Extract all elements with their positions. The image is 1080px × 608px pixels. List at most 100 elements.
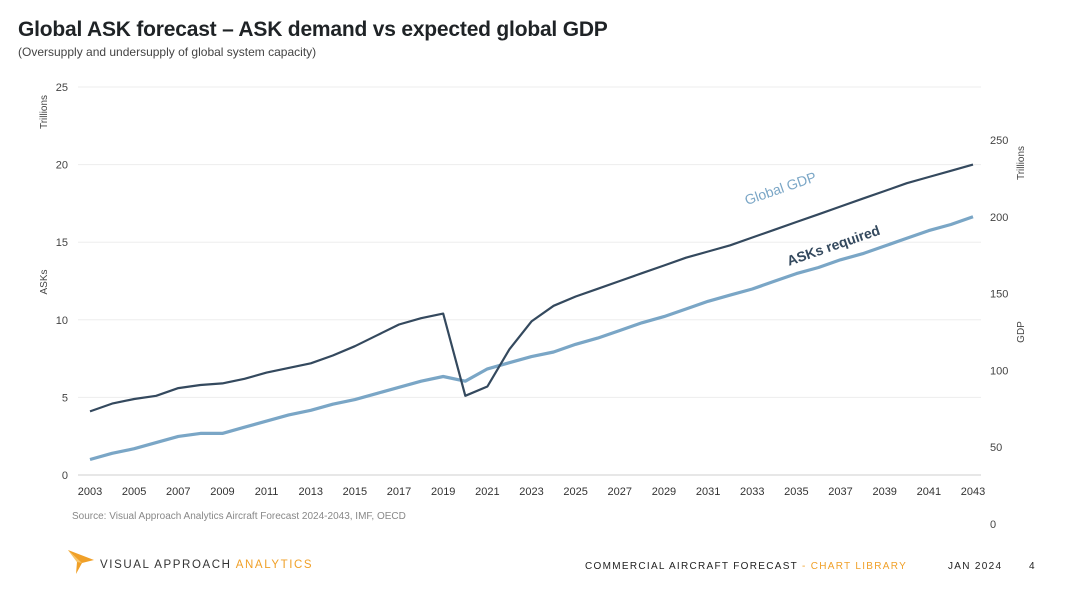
point-global-gdp: [376, 392, 378, 394]
right-axis-ticks: 0 50 100 150 200 250: [990, 135, 1008, 531]
x-tick-label: 2007: [166, 486, 190, 498]
point-global-gdp: [398, 386, 400, 388]
point-global-gdp: [221, 432, 223, 434]
left-tick-label: 20: [56, 160, 68, 172]
point-global-gdp: [729, 294, 731, 296]
brand-logo-icon: [68, 550, 94, 574]
point-asks-required: [265, 371, 267, 373]
x-axis-ticks: 2003 2005 2007 2009 2011 2013 2015 2017 2019 2021…: [78, 486, 985, 498]
left-axis-label: ASKs: [39, 269, 50, 294]
point-asks-required: [817, 213, 819, 215]
point-global-gdp: [597, 337, 599, 339]
point-asks-required: [288, 367, 290, 369]
left-tick-label: 25: [56, 82, 68, 94]
x-tick-label: 2033: [740, 486, 764, 498]
point-asks-required: [619, 280, 621, 282]
section-accent: CHART LIBRARY: [810, 561, 908, 572]
brand-name-accent: ANALYTICS: [235, 559, 314, 571]
point-global-gdp: [619, 329, 621, 331]
x-tick-label: 2015: [343, 486, 367, 498]
point-global-gdp: [839, 259, 841, 261]
point-global-gdp: [177, 435, 179, 437]
x-tick-label: 2035: [784, 486, 808, 498]
gridlines: [78, 86, 981, 476]
point-global-gdp: [751, 288, 753, 290]
point-asks-required: [376, 334, 378, 336]
point-global-gdp: [884, 245, 886, 247]
point-global-gdp: [707, 300, 709, 302]
x-tick-label: 2013: [299, 486, 323, 498]
point-global-gdp: [89, 458, 91, 460]
point-global-gdp: [950, 223, 952, 225]
page-number: 4: [1029, 561, 1035, 572]
point-asks-required: [663, 264, 665, 266]
left-tick-label: 0: [62, 470, 68, 482]
point-asks-required: [89, 410, 91, 412]
point-asks-required: [486, 385, 488, 387]
point-global-gdp: [773, 280, 775, 282]
point-asks-required: [906, 182, 908, 184]
point-asks-required: [530, 320, 532, 322]
point-global-gdp: [641, 322, 643, 324]
page-subtitle: (Oversupply and undersupply of global sy…: [18, 45, 317, 59]
point-asks-required: [972, 163, 974, 165]
point-global-gdp: [243, 426, 245, 428]
point-asks-required: [442, 312, 444, 314]
x-tick-label: 2031: [696, 486, 720, 498]
point-global-gdp: [508, 362, 510, 364]
left-axis-unit: Trillions: [39, 95, 50, 129]
point-asks-required: [177, 387, 179, 389]
point-asks-required: [884, 190, 886, 192]
annotation-global-gdp: Global GDP: [742, 169, 818, 208]
point-global-gdp: [663, 315, 665, 317]
point-global-gdp: [972, 216, 974, 218]
point-global-gdp: [795, 272, 797, 274]
point-asks-required: [508, 348, 510, 350]
point-global-gdp: [265, 420, 267, 422]
point-global-gdp: [906, 237, 908, 239]
point-asks-required: [111, 402, 113, 404]
data-points: [89, 163, 974, 460]
section-label: COMMERCIAL AIRCRAFT FORECAST - CHART LIB…: [585, 561, 907, 572]
left-tick-label: 15: [56, 237, 68, 249]
right-axis-label: GDP: [1016, 321, 1027, 343]
point-asks-required: [420, 317, 422, 319]
x-tick-label: 2017: [387, 486, 411, 498]
point-global-gdp: [288, 414, 290, 416]
right-tick-label: 0: [990, 519, 996, 531]
section-separator: -: [797, 561, 811, 572]
x-tick-label: 2043: [961, 486, 985, 498]
point-asks-required: [398, 323, 400, 325]
point-global-gdp: [199, 432, 201, 434]
point-global-gdp: [861, 253, 863, 255]
point-asks-required: [133, 398, 135, 400]
x-tick-label: 2037: [828, 486, 852, 498]
point-global-gdp: [817, 266, 819, 268]
point-asks-required: [839, 205, 841, 207]
right-tick-label: 200: [990, 212, 1008, 224]
point-asks-required: [950, 170, 952, 172]
point-asks-required: [751, 236, 753, 238]
page-title: Global ASK forecast – ASK demand vs expe…: [18, 18, 608, 41]
point-asks-required: [575, 295, 577, 297]
series-line-global-gdp: [89, 215, 974, 462]
point-global-gdp: [442, 375, 444, 377]
point-global-gdp: [530, 355, 532, 357]
x-tick-label: 2003: [78, 486, 102, 498]
point-global-gdp: [310, 409, 312, 411]
point-asks-required: [310, 362, 312, 364]
section-main: COMMERCIAL AIRCRAFT FORECAST: [585, 561, 798, 572]
point-global-gdp: [464, 380, 466, 382]
point-asks-required: [332, 354, 334, 356]
footer-date: JAN 2024: [948, 561, 1003, 572]
point-asks-required: [773, 229, 775, 231]
x-tick-label: 2029: [652, 486, 676, 498]
point-asks-required: [861, 198, 863, 200]
point-asks-required: [354, 345, 356, 347]
point-asks-required: [597, 288, 599, 290]
x-tick-label: 2025: [563, 486, 587, 498]
series-line-asks-required: [89, 163, 974, 413]
x-tick-label: 2041: [917, 486, 941, 498]
point-global-gdp: [575, 343, 577, 345]
